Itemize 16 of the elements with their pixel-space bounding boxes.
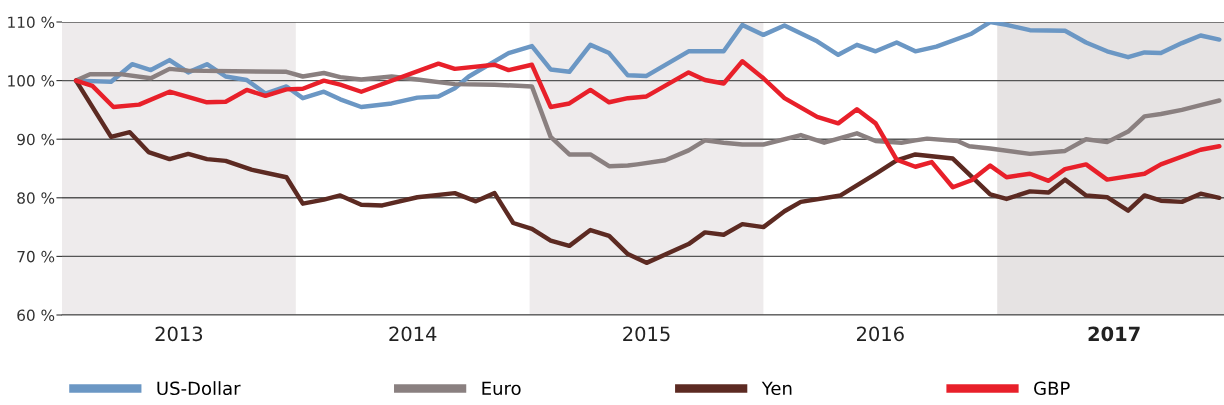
legend-label: Euro (482, 381, 521, 396)
y-tick-label: 100 % (8, 75, 55, 87)
y-tick-label: 110 % (8, 16, 55, 29)
y-tick-label: 70 % (17, 250, 55, 263)
legend-label: Yen (761, 381, 792, 396)
y-tick-label: 90 % (17, 133, 55, 146)
legend-label: US-Dollar (157, 381, 241, 396)
x-tick-label: 2017 (1088, 326, 1140, 342)
x-tick-label: 2016 (856, 326, 904, 342)
y-tick-label: 60 % (17, 309, 55, 322)
x-tick-label: 2013 (155, 326, 203, 342)
y-tick-label: 80 % (17, 192, 55, 204)
x-tick-label: 2014 (389, 326, 437, 342)
x-tick-label: 2015 (623, 326, 670, 342)
line-series (73, 59, 1222, 190)
legend-label: GBP (1034, 381, 1070, 396)
